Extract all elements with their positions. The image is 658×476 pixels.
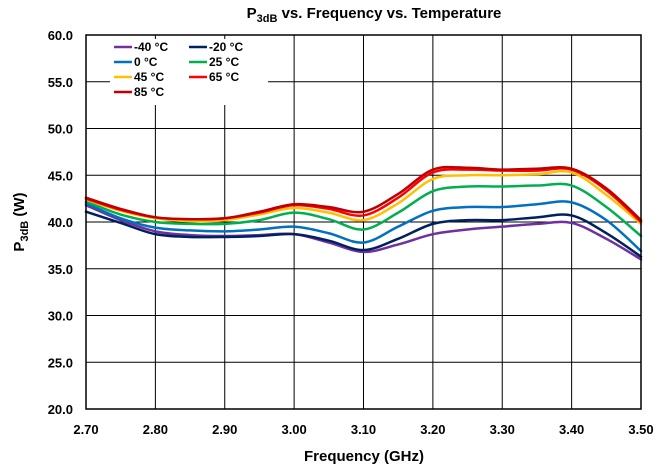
y-axis-title-rest: (W) bbox=[11, 192, 28, 220]
legend-label-5: 65 °C bbox=[209, 70, 239, 84]
x-tick-label-1: 2.80 bbox=[143, 422, 168, 437]
series-line-1 bbox=[84, 210, 643, 258]
x-axis-title: Frequency (GHz) bbox=[304, 448, 424, 465]
y-tick-labels: 20.0 25.0 30.0 35.0 40.0 45.0 50.0 55.0 60.0 bbox=[48, 28, 73, 417]
y-tick-label-1: 25.0 bbox=[48, 355, 73, 370]
legend-label-2: 0 °C bbox=[134, 55, 158, 69]
y-tick-label-6: 50.0 bbox=[48, 122, 73, 137]
y-tick-label-3: 35.0 bbox=[48, 262, 73, 277]
y-tick-label-0: 20.0 bbox=[48, 402, 73, 417]
y-axis-title-sub: 3dB bbox=[19, 221, 31, 242]
x-tick-label-7: 3.40 bbox=[559, 422, 584, 437]
series-line-0 bbox=[84, 203, 643, 261]
x-tick-label-8: 3.50 bbox=[628, 422, 653, 437]
y-tick-label-8: 60.0 bbox=[48, 28, 73, 43]
y-tick-label-2: 30.0 bbox=[48, 309, 73, 324]
series-line-4 bbox=[84, 169, 643, 226]
plot-frame bbox=[85, 34, 642, 410]
x-tick-label-4: 3.10 bbox=[351, 422, 376, 437]
chart-title: P3dB vs. Frequency vs. Temperature bbox=[247, 5, 502, 25]
x-tick-label-5: 3.20 bbox=[420, 422, 445, 437]
legend-label-0: -40 °C bbox=[134, 40, 168, 54]
x-tick-label-3: 3.00 bbox=[281, 422, 306, 437]
series-line-6 bbox=[84, 165, 643, 222]
x-tick-label-2: 2.90 bbox=[212, 422, 237, 437]
y-tick-label-5: 45.0 bbox=[48, 168, 73, 183]
series-lines bbox=[84, 165, 643, 261]
x-tick-labels: 2.70 2.80 2.90 3.00 3.10 3.20 3.30 3.40 3.50 bbox=[73, 422, 653, 437]
x-tick-label-6: 3.30 bbox=[490, 422, 515, 437]
x-tick-label-0: 2.70 bbox=[73, 422, 98, 437]
series-line-3 bbox=[84, 182, 643, 238]
legend-background bbox=[110, 39, 268, 105]
chart-title-rest: vs. Frequency vs. Temperature bbox=[277, 5, 501, 22]
legend-label-6: 85 °C bbox=[134, 85, 164, 99]
series-line-2 bbox=[84, 200, 643, 253]
legend-label-1: -20 °C bbox=[209, 40, 243, 54]
y-axis-title-main: P bbox=[11, 242, 28, 252]
chart-title-sub: 3dB bbox=[257, 13, 278, 25]
legend-label-3: 25 °C bbox=[209, 55, 239, 69]
legend: -40 °C -20 °C 0 °C 25 °C 45 °C 65 °C 85 °C bbox=[110, 39, 268, 105]
chart-title-main: P bbox=[247, 5, 257, 22]
y-tick-label-7: 55.0 bbox=[48, 75, 73, 90]
y-tick-label-4: 40.0 bbox=[48, 215, 73, 230]
legend-label-4: 45 °C bbox=[134, 70, 164, 84]
y-axis-title: P3dB (W) bbox=[11, 192, 31, 251]
